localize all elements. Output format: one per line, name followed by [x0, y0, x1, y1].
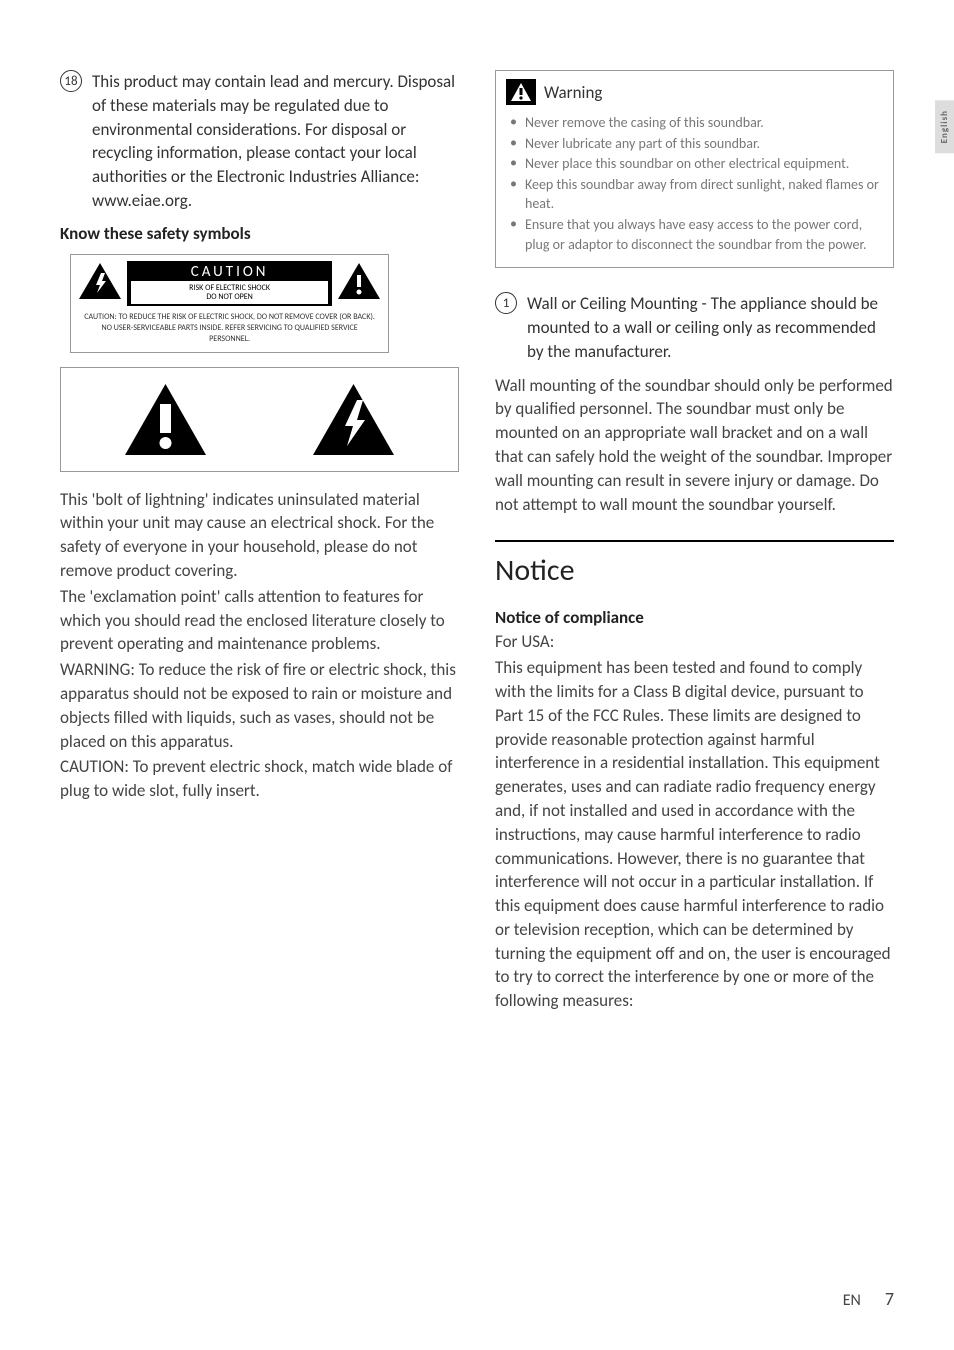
caution-small-text: CAUTION: TO REDUCE THE RISK OF ELECTRIC …: [77, 312, 382, 346]
exclaim-icon-large: [123, 382, 208, 457]
exclaim-triangle-icon: [336, 261, 382, 301]
content-columns: 18 This product may contain lead and mer…: [60, 70, 894, 1015]
item-1: 1 Wall or Ceiling Mounting - The applian…: [495, 292, 894, 363]
notice-heading: Notice: [495, 552, 894, 589]
left-column: 18 This product may contain lead and mer…: [60, 70, 459, 1015]
warning-header: Warning: [496, 71, 893, 109]
bolt-icon-large: [311, 382, 396, 457]
language-tab: English: [935, 100, 954, 153]
warning-item: Never lubricate any part of this soundba…: [510, 134, 879, 154]
item-text: Wall or Ceiling Mounting - The appliance…: [527, 292, 894, 363]
right-column: Warning Never remove the casing of this …: [495, 70, 894, 1015]
caution-paragraph: CAUTION: To prevent electric shock, matc…: [60, 755, 459, 803]
mounting-paragraph: Wall mounting of the soundbar should onl…: [495, 374, 894, 517]
warning-item: Keep this soundbar away from direct sunl…: [510, 175, 879, 214]
caution-row: CAUTION RISK OF ELECTRIC SHOCK DO NOT OP…: [77, 261, 382, 306]
item-number: 18: [60, 70, 82, 92]
exclaim-paragraph: The 'exclamation point' calls attention …: [60, 585, 459, 656]
caution-label-box: CAUTION RISK OF ELECTRIC SHOCK DO NOT OP…: [70, 254, 389, 353]
bolt-triangle-icon: [77, 261, 123, 301]
bolt-paragraph: This 'bolt of lightning' indicates unins…: [60, 488, 459, 583]
page-footer: EN 7: [843, 1288, 894, 1310]
caution-center: CAUTION RISK OF ELECTRIC SHOCK DO NOT OP…: [127, 261, 332, 306]
compliance-paragraph: This equipment has been tested and found…: [495, 656, 894, 1013]
caution-title: CAUTION: [131, 263, 328, 281]
warning-list: Never remove the casing of this soundbar…: [496, 109, 893, 267]
footer-language: EN: [843, 1291, 861, 1310]
for-usa-label: For USA:: [495, 630, 894, 654]
section-divider: [495, 540, 894, 542]
footer-page-number: 7: [885, 1288, 894, 1310]
warning-item: Never remove the casing of this soundbar…: [510, 113, 879, 133]
warning-item: Never place this soundbar on other elect…: [510, 154, 879, 174]
warning-box: Warning Never remove the casing of this …: [495, 70, 894, 268]
compliance-heading: Notice of compliance: [495, 607, 894, 628]
warning-title: Warning: [544, 82, 602, 103]
warning-paragraph: WARNING: To reduce the risk of fire or e…: [60, 658, 459, 753]
item-text: This product may contain lead and mercur…: [92, 70, 459, 213]
warning-item: Ensure that you always have easy access …: [510, 215, 879, 254]
safety-heading: Know these safety symbols: [60, 223, 459, 244]
item-18: 18 This product may contain lead and mer…: [60, 70, 459, 213]
symbols-box: [60, 367, 459, 472]
item-number: 1: [495, 292, 517, 314]
caution-donot: DO NOT OPEN: [133, 293, 326, 303]
warning-icon: [506, 79, 536, 105]
caution-subtitle: RISK OF ELECTRIC SHOCK DO NOT OPEN: [131, 281, 328, 304]
